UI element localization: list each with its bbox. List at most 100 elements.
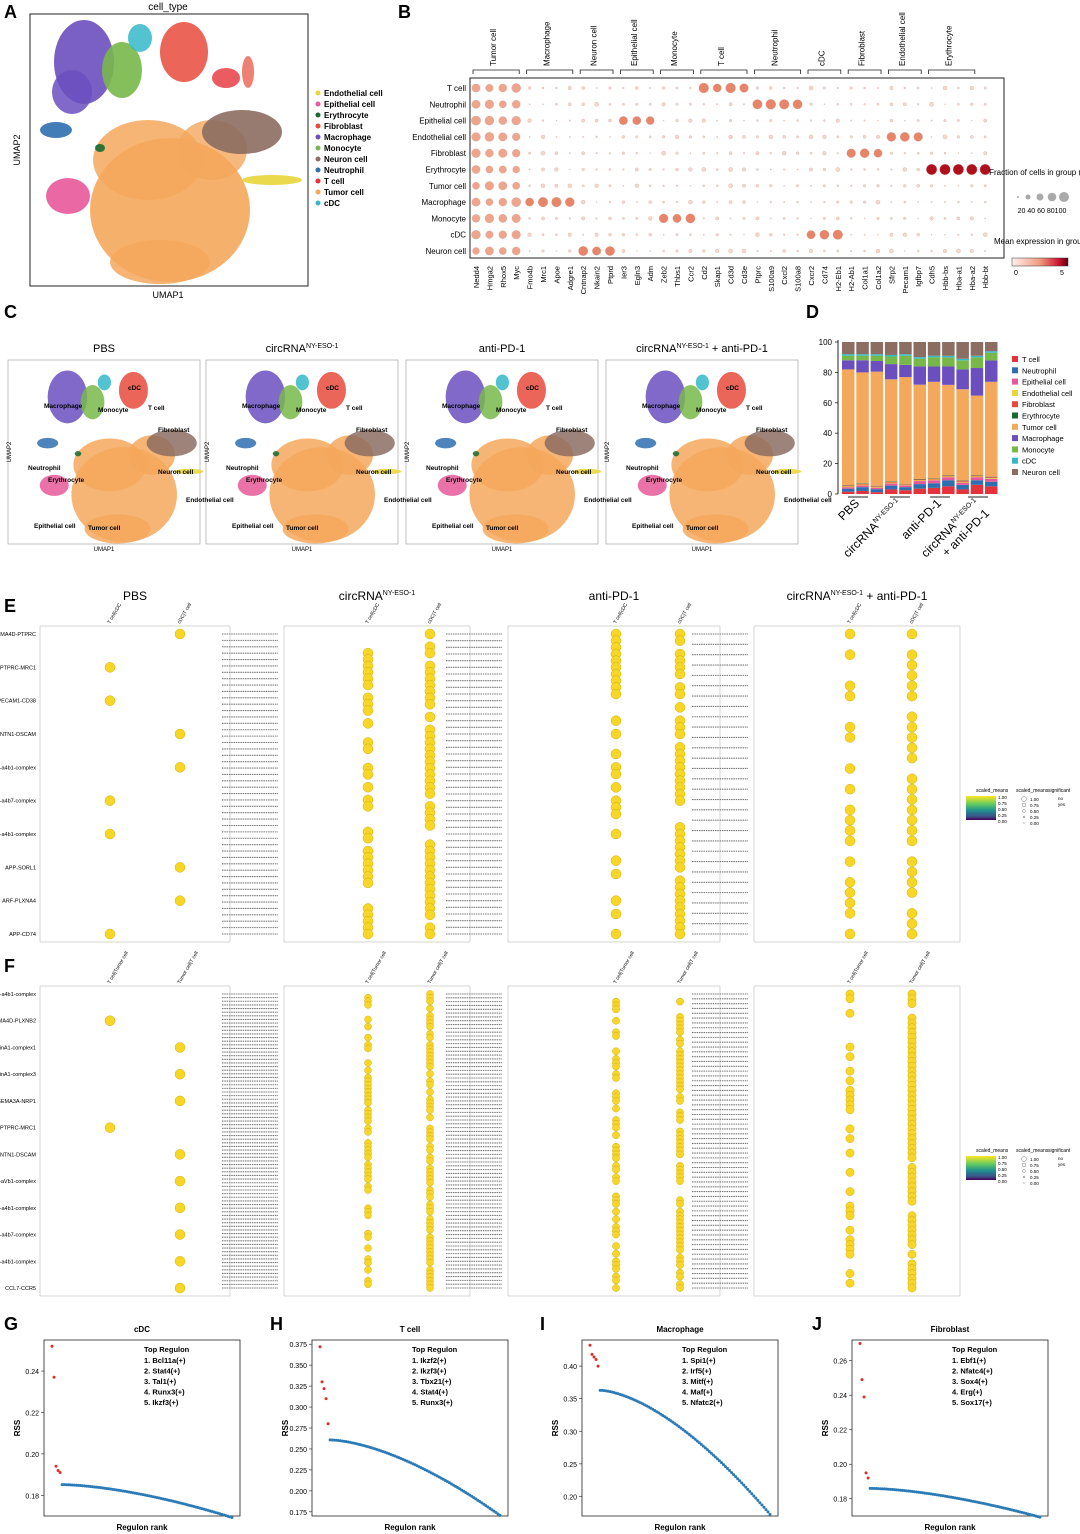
dot xyxy=(568,119,571,122)
dot xyxy=(863,233,866,236)
cpdb-col-label: Tumor cell|T cell xyxy=(909,951,932,985)
dot xyxy=(512,132,521,141)
cpdb-col-label: T cell|Tumor cell xyxy=(107,951,130,985)
dot xyxy=(541,233,545,237)
umap-c-label: cDC xyxy=(326,385,339,392)
dot xyxy=(957,86,960,90)
dot xyxy=(555,233,558,236)
legend-label: Fibroblast xyxy=(1022,400,1056,409)
dot xyxy=(877,87,879,89)
dot xyxy=(541,86,545,90)
umap-c-label: Fibroblast xyxy=(756,427,788,434)
dot xyxy=(608,86,612,90)
dot xyxy=(956,216,961,221)
rss-point xyxy=(742,1483,746,1487)
dot xyxy=(582,233,585,236)
dot xyxy=(554,167,559,172)
dotplot-b-frame xyxy=(469,77,1005,259)
umap-c-cluster xyxy=(80,385,105,420)
cpdb-dot xyxy=(362,781,374,793)
umap-c-label: Fibroblast xyxy=(356,427,388,434)
group-label: Tumor cell xyxy=(489,29,498,66)
dot xyxy=(595,201,598,203)
group-label-sup: NY-ESO-1 xyxy=(872,497,900,525)
stacked-bar-segment xyxy=(870,486,884,488)
rss-ylabel: RSS xyxy=(551,1419,560,1436)
dot xyxy=(741,248,747,254)
umap-c-ylabel: UMAP2 xyxy=(605,441,611,462)
stacked-bar-segment xyxy=(842,491,855,494)
legend-label: Neutrophil xyxy=(324,166,364,175)
cpdb-dot xyxy=(845,1042,855,1052)
color-legend-bar xyxy=(1011,257,1069,267)
dot xyxy=(728,102,733,107)
umap-c-title-main: circRNA xyxy=(266,343,307,355)
dot xyxy=(528,151,531,155)
dot xyxy=(796,168,799,171)
rss-regulon: 4. Erg(+) xyxy=(952,1388,983,1397)
group-label: Monocyte xyxy=(670,31,679,66)
dot xyxy=(715,216,720,221)
dot xyxy=(862,135,867,139)
cpdb-dot xyxy=(612,1215,620,1224)
dot xyxy=(782,217,786,220)
dot xyxy=(859,148,870,158)
dot xyxy=(725,82,736,94)
cpdb-dot xyxy=(362,769,374,780)
dot xyxy=(836,152,839,155)
dot xyxy=(567,232,572,237)
dot xyxy=(822,134,827,139)
dot xyxy=(929,102,934,107)
dot xyxy=(890,217,893,220)
dot xyxy=(662,249,665,253)
dot xyxy=(645,116,655,125)
stacked-bar-segment xyxy=(870,492,884,494)
cpdb-dot xyxy=(906,752,918,764)
dot xyxy=(916,167,920,172)
panel-letter-j: J xyxy=(812,1314,822,1334)
rss-point xyxy=(762,1505,766,1509)
umap-c-frame xyxy=(405,359,599,545)
cpdb-dot xyxy=(174,762,186,773)
size-legend-title: Fraction of cells in group (%) xyxy=(989,168,1080,177)
dot xyxy=(485,84,494,92)
gene-label: Myc xyxy=(512,266,521,280)
dot xyxy=(983,86,987,90)
cpdb-dot xyxy=(907,1240,917,1249)
dot xyxy=(970,233,973,236)
dot xyxy=(565,197,575,207)
dot xyxy=(484,115,495,126)
umap-c-cluster xyxy=(235,437,257,449)
umap-c-label: Epithelial cell xyxy=(432,523,474,530)
dot xyxy=(688,167,693,172)
rss-xlabel: Regulon rank xyxy=(384,1523,436,1532)
cpdb-dot xyxy=(424,820,436,831)
umap-c-cluster xyxy=(572,468,602,475)
dot xyxy=(743,234,745,236)
umap-c-frame xyxy=(605,359,799,545)
stacked-bar-segment xyxy=(985,481,998,487)
stacked-bar-segment xyxy=(842,355,855,361)
rss-frame xyxy=(851,1339,1049,1517)
gene-label: Egln3 xyxy=(633,266,642,285)
umap-c-label: Erythrocyte xyxy=(246,477,283,484)
cpdb-dot xyxy=(364,1066,372,1074)
cpdb-dot xyxy=(104,695,116,706)
group-label: Erythrocyte xyxy=(945,25,954,66)
dot xyxy=(672,214,682,223)
rss-title: Macrophage xyxy=(656,1325,704,1334)
rss-point xyxy=(768,1512,772,1516)
cpdb-dot xyxy=(612,1005,620,1014)
stacked-bar-segment xyxy=(927,357,941,367)
dot xyxy=(943,119,947,123)
dot xyxy=(956,248,961,254)
cpdb-dot xyxy=(424,909,436,921)
dot xyxy=(595,87,598,89)
cpdb-title-sup: NY-ESO-1 xyxy=(831,590,864,597)
dot xyxy=(755,216,760,221)
stacked-bar-segment xyxy=(856,342,869,355)
cpdb-size-tick: 0.50 xyxy=(1030,809,1039,814)
dot xyxy=(850,233,853,236)
cpdb-dot xyxy=(610,782,622,793)
dot xyxy=(485,165,494,174)
